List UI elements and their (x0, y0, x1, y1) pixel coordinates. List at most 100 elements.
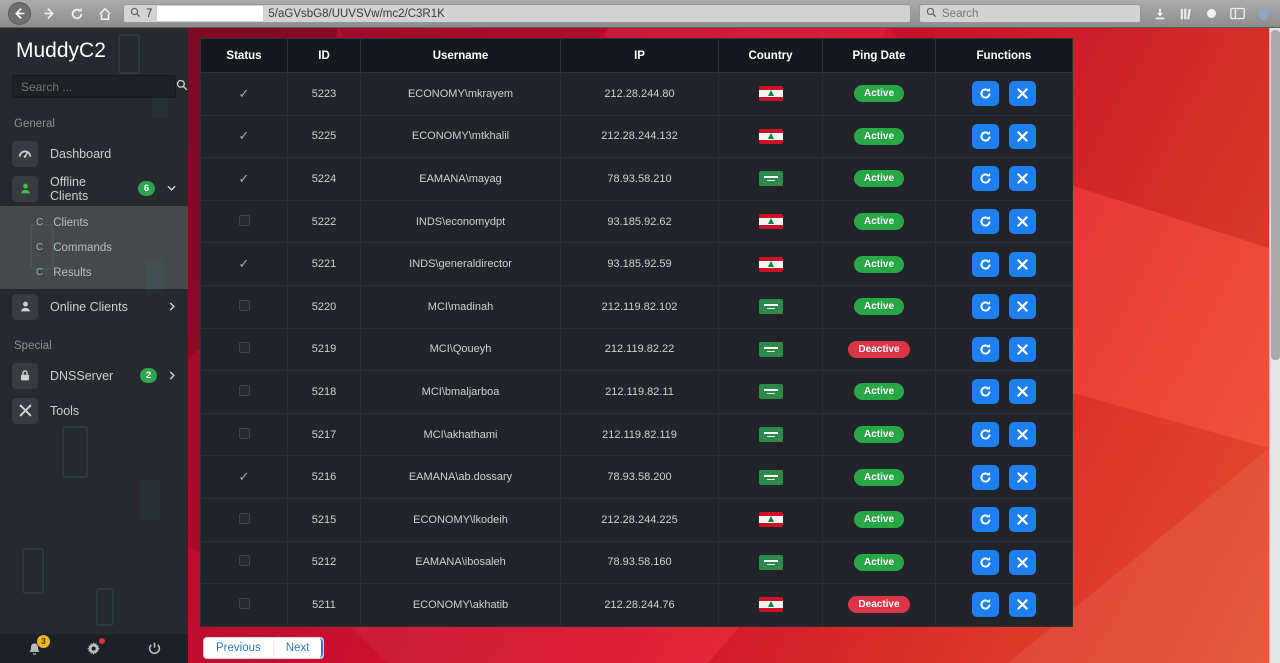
delete-button[interactable] (1008, 549, 1036, 575)
table-row: ✓ 5221 INDS\generaldirector 93.185.92.59… (200, 242, 1073, 286)
row-ip: 212.119.82.119 (560, 412, 719, 457)
command-button[interactable] (972, 166, 1000, 192)
ping-date-cell: Active (822, 370, 936, 414)
bell-icon[interactable]: 3 (26, 634, 50, 657)
sidebar-search[interactable] (12, 75, 188, 98)
status-cell[interactable] (200, 497, 288, 542)
sidebar-item-dnsserver[interactable]: DNSServer 2 (0, 358, 188, 393)
command-button[interactable] (972, 592, 1000, 618)
url-bar[interactable]: 7 5/aGVsbG8/UUVSVw/mc2/C3R1K (123, 4, 911, 23)
delete-button[interactable] (1008, 123, 1036, 149)
ping-status-badge: Active (853, 255, 904, 273)
sidebar-item-dashboard[interactable]: Dashboard (0, 136, 188, 171)
status-cell[interactable]: ✓ (200, 242, 288, 286)
sidebar-item-tools[interactable]: Tools (0, 393, 188, 428)
command-button[interactable] (972, 379, 1000, 405)
delete-button[interactable] (1008, 592, 1036, 618)
browser-search-field[interactable] (919, 4, 1141, 23)
page-scrollbar[interactable] (1269, 28, 1280, 663)
search-icon[interactable] (176, 78, 188, 96)
status-cell[interactable]: ✓ (200, 72, 288, 116)
status-cell[interactable] (200, 199, 288, 244)
status-cell[interactable] (200, 327, 288, 372)
status-cell[interactable] (200, 284, 288, 329)
delete-button[interactable] (1008, 422, 1036, 448)
previous-page-button[interactable]: Previous (216, 642, 261, 654)
forward-icon[interactable] (39, 4, 59, 24)
delete-button[interactable] (1008, 336, 1036, 362)
row-ip: 93.185.92.59 (560, 242, 719, 286)
shield-icon[interactable] (1255, 5, 1272, 22)
row-id: 5217 (287, 412, 361, 457)
functions-cell (935, 114, 1073, 159)
scrollbar-thumb[interactable] (1271, 30, 1280, 360)
country-flag (758, 214, 783, 230)
functions-cell (935, 242, 1073, 286)
row-ip: 212.119.82.22 (560, 327, 719, 372)
next-page-button[interactable]: Next (272, 638, 324, 658)
row-id: 5223 (287, 72, 361, 116)
delete-button[interactable] (1008, 507, 1036, 533)
command-button[interactable] (972, 251, 1000, 277)
command-button[interactable] (972, 507, 1000, 533)
status-cell[interactable] (200, 370, 288, 414)
functions-cell (935, 199, 1073, 244)
delete-button[interactable] (1008, 251, 1036, 277)
status-checkbox (238, 597, 250, 609)
back-icon[interactable] (8, 2, 31, 25)
delete-button[interactable] (1008, 379, 1036, 405)
command-button[interactable] (972, 549, 1000, 575)
download-icon[interactable] (1151, 5, 1168, 22)
status-cell[interactable] (200, 583, 288, 627)
command-button[interactable] (972, 81, 1000, 107)
home-icon[interactable] (95, 4, 115, 24)
circle-icon: C (36, 217, 44, 228)
status-cell[interactable] (200, 412, 288, 457)
sidebar-search-input[interactable] (21, 79, 176, 94)
command-button[interactable] (972, 464, 1000, 490)
sidebar-subitem-results[interactable]: C Results (0, 260, 188, 285)
delete-button[interactable] (1008, 166, 1036, 192)
row-username: MCI\bmaljarboa (360, 370, 561, 414)
sidebar-item-online-clients[interactable]: Online Clients (0, 289, 188, 324)
row-username: MCI\madinah (360, 284, 561, 329)
browser-search-input[interactable] (942, 7, 1102, 20)
status-cell[interactable]: ✓ (200, 157, 288, 201)
sidebar-toggle-icon[interactable] (1229, 5, 1246, 22)
row-id: 5225 (287, 114, 361, 159)
power-icon[interactable] (146, 641, 162, 657)
delete-button[interactable] (1008, 294, 1036, 320)
ping-status-badge: Active (853, 511, 904, 529)
library-icon[interactable] (1177, 5, 1194, 22)
sidebar-subitem-clients[interactable]: C Clients (0, 210, 188, 235)
table-row: 5212 EAMANA\ibosaleh 78.93.58.160 Active (200, 540, 1073, 585)
table-body: ✓ 5223 ECONOMY\mkrayem 212.28.244.80 Act… (200, 72, 1073, 627)
status-cell[interactable]: ✓ (200, 455, 288, 499)
status-cell[interactable]: ✓ (200, 114, 288, 159)
status-checkbox: ✓ (238, 128, 250, 144)
delete-button[interactable] (1008, 464, 1036, 490)
row-username: ECONOMY\lkodeih (360, 497, 561, 542)
row-id: 5221 (287, 242, 361, 286)
sidebar-item-offline-clients[interactable]: Offline Clients 6 (0, 171, 188, 206)
ping-status-badge: Active (853, 426, 904, 444)
row-ip: 212.28.244.80 (560, 72, 719, 116)
command-button[interactable] (972, 209, 1000, 235)
command-button[interactable] (972, 294, 1000, 320)
row-username: INDS\generaldirector (360, 242, 561, 286)
gear-icon[interactable] (86, 637, 105, 657)
country-flag (758, 128, 783, 144)
command-button[interactable] (972, 336, 1000, 362)
command-button[interactable] (972, 123, 1000, 149)
delete-button[interactable] (1008, 81, 1036, 107)
refresh-icon[interactable] (67, 4, 87, 24)
screenshot-icon[interactable] (1203, 5, 1220, 22)
person-icon (12, 293, 38, 320)
ping-date-cell: Deactive (822, 583, 936, 627)
delete-button[interactable] (1008, 209, 1036, 235)
command-button[interactable] (972, 422, 1000, 448)
sidebar-subitem-commands[interactable]: C Commands (0, 235, 188, 260)
settings-alert-dot (99, 637, 105, 644)
status-cell[interactable] (200, 540, 288, 585)
sidebar-subitem-label: Results (53, 266, 92, 279)
